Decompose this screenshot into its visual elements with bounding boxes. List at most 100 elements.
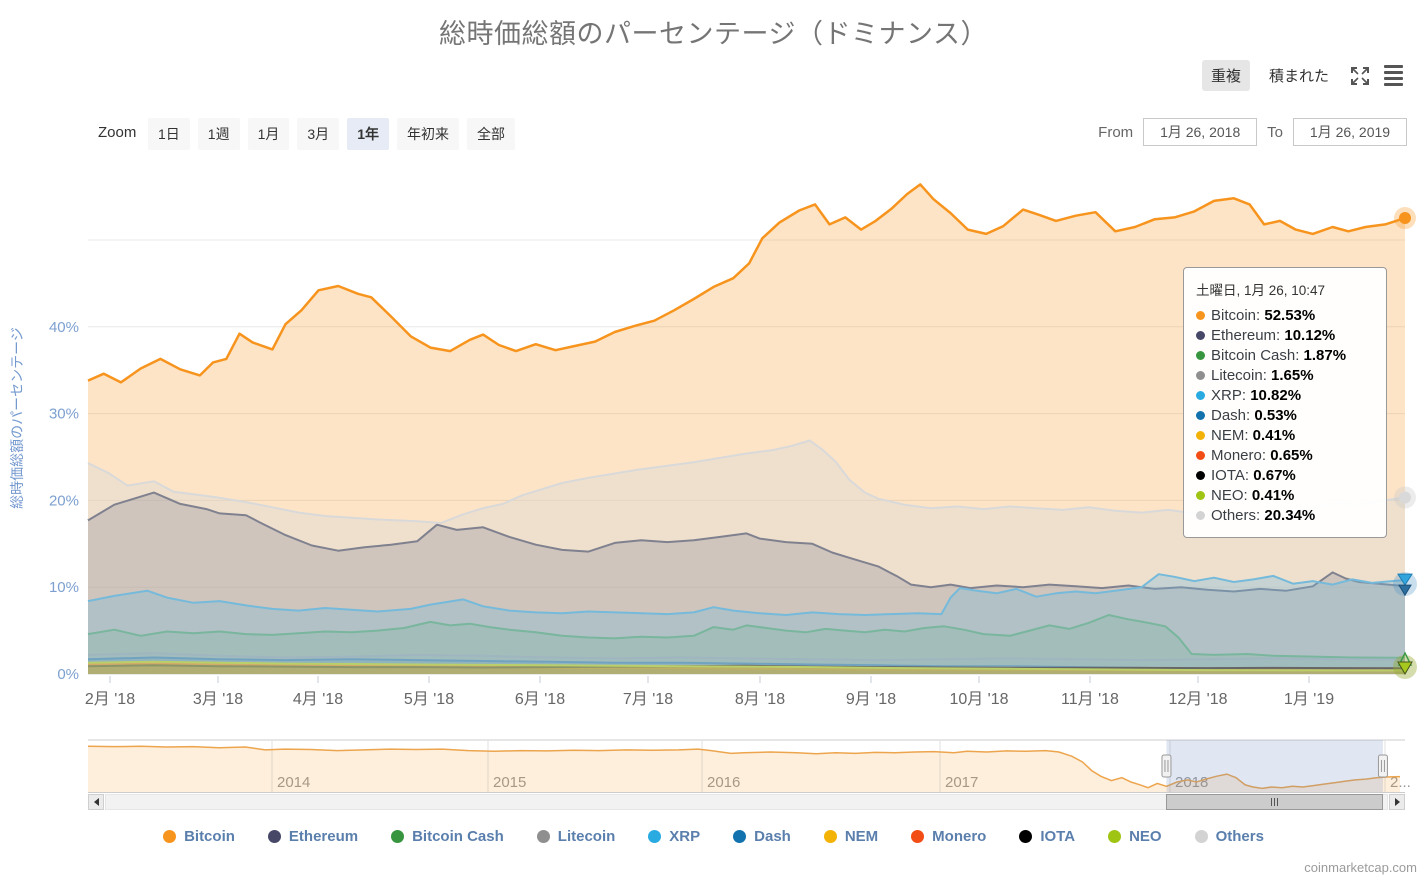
tooltip-row-bitcoin-cash: Bitcoin Cash: 1.87% bbox=[1196, 346, 1374, 366]
series-dot-icon bbox=[1196, 451, 1205, 460]
navigator-year-label: 2... bbox=[1390, 774, 1411, 791]
y-tick-label: 20% bbox=[49, 492, 79, 509]
tooltip-row-nem: NEM: 0.41% bbox=[1196, 426, 1374, 446]
series-dot-icon bbox=[1196, 471, 1205, 480]
overlap-mode-button[interactable]: 重複 bbox=[1201, 60, 1250, 91]
legend: Bitcoin Ethereum Bitcoin Cash Litecoin XRP Da… bbox=[0, 828, 1427, 845]
series-area-ethereum bbox=[88, 492, 1405, 674]
marker-bitcoin bbox=[1399, 212, 1411, 225]
left-arrow-icon bbox=[93, 798, 99, 806]
legend-dot-icon bbox=[1194, 830, 1208, 843]
legend-dot-icon bbox=[163, 830, 177, 843]
legend-dot-icon bbox=[267, 830, 281, 843]
series-area-others bbox=[88, 440, 1405, 674]
watermark: coinmarketcap.com bbox=[1304, 860, 1417, 875]
tooltip-row-others: Others: 20.34% bbox=[1196, 506, 1374, 526]
fullscreen-button[interactable] bbox=[1348, 64, 1372, 88]
legend-item-bitcoin[interactable]: Bitcoin bbox=[163, 828, 235, 845]
range-button-全部[interactable]: 全部 bbox=[466, 118, 515, 150]
chart-menu-button[interactable] bbox=[1382, 63, 1405, 88]
legend-item-nem[interactable]: NEM bbox=[823, 828, 878, 845]
navigator-handle-left[interactable] bbox=[1161, 754, 1172, 778]
legend-item-neo[interactable]: NEO bbox=[1108, 828, 1162, 845]
x-tick-label: 4月 '18 bbox=[293, 691, 343, 708]
zoom-label: Zoom bbox=[98, 124, 137, 141]
navigator-handle-right[interactable] bbox=[1377, 754, 1388, 778]
marker-neo-triangle-down-icon bbox=[1397, 661, 1413, 675]
from-date-input[interactable] bbox=[1143, 118, 1258, 146]
legend-item-monero[interactable]: Monero bbox=[911, 828, 986, 845]
series-line-bitcoin-cash bbox=[87, 614, 1406, 659]
to-date-input[interactable] bbox=[1293, 118, 1407, 146]
range-button-1日[interactable]: 1日 bbox=[148, 118, 190, 150]
x-tick-label: 8月 '18 bbox=[735, 691, 785, 708]
series-line-xrp bbox=[87, 573, 1406, 616]
series-dot-icon bbox=[1196, 511, 1205, 520]
range-button-1週[interactable]: 1週 bbox=[197, 118, 240, 150]
series-area-nem bbox=[88, 662, 1405, 674]
series-dot-icon bbox=[1196, 351, 1205, 360]
y-tick-label: 10% bbox=[49, 579, 79, 596]
x-tick-label: 10月 '18 bbox=[949, 691, 1008, 708]
series-dot-icon bbox=[1196, 331, 1205, 340]
scroll-left-button[interactable] bbox=[88, 794, 104, 810]
navigator-year-label: 2017 bbox=[945, 774, 978, 791]
series-line-neo bbox=[87, 660, 1405, 672]
to-label: To bbox=[1267, 123, 1283, 141]
stacked-mode-button[interactable]: 積まれた bbox=[1259, 60, 1338, 91]
y-tick-label: 0% bbox=[57, 666, 79, 683]
series-dot-icon bbox=[1196, 371, 1205, 380]
legend-dot-icon bbox=[391, 830, 405, 843]
legend-item-ethereum[interactable]: Ethereum bbox=[267, 828, 358, 845]
x-tick-label: 3月 '18 bbox=[193, 691, 243, 708]
tooltip-row-bitcoin: Bitcoin: 52.53% bbox=[1196, 306, 1374, 326]
legend-dot-icon bbox=[1019, 830, 1033, 843]
marker-xrp-triangle-down-icon bbox=[1397, 573, 1413, 587]
navigator-selected-range[interactable] bbox=[1166, 740, 1383, 792]
series-line-ethereum bbox=[87, 491, 1406, 593]
legend-item-others[interactable]: Others bbox=[1194, 828, 1264, 845]
navigator-year-label: 2016 bbox=[707, 774, 740, 791]
navigator-area bbox=[88, 746, 1400, 792]
range-button-1年[interactable]: 1年 bbox=[347, 118, 389, 150]
x-tick-label: 2月 '18 bbox=[85, 691, 135, 708]
range-button-年初来[interactable]: 年初来 bbox=[396, 118, 459, 150]
legend-dot-icon bbox=[823, 830, 837, 843]
range-button-3月[interactable]: 3月 bbox=[297, 118, 340, 150]
scrollbar-thumb[interactable] bbox=[1166, 794, 1383, 810]
navigator-year-label: 2018 bbox=[1175, 774, 1208, 791]
range-button-1月[interactable]: 1月 bbox=[247, 118, 290, 150]
tooltip-row-dash: Dash: 0.53% bbox=[1196, 406, 1374, 426]
navigator-line bbox=[87, 745, 1401, 790]
x-tick-label: 9月 '18 bbox=[846, 691, 896, 708]
series-dot-icon bbox=[1196, 311, 1205, 320]
navigator-scrollbar bbox=[88, 794, 1405, 810]
legend-item-xrp[interactable]: XRP bbox=[648, 828, 700, 845]
tooltip-row-xrp: XRP: 10.82% bbox=[1196, 386, 1374, 406]
y-tick-label: 30% bbox=[49, 406, 79, 423]
legend-item-litecoin[interactable]: Litecoin bbox=[536, 828, 615, 845]
legend-item-iota[interactable]: IOTA bbox=[1019, 828, 1075, 845]
page-title: 総時価総額のパーセンテージ（ドミナンス） bbox=[439, 19, 988, 49]
series-line-litecoin bbox=[87, 652, 1406, 662]
tooltip-row-litecoin: Litecoin: 1.65% bbox=[1196, 366, 1374, 386]
legend-dot-icon bbox=[1108, 830, 1122, 843]
legend-dot-icon bbox=[648, 830, 662, 843]
series-dot-icon bbox=[1196, 431, 1205, 440]
tooltip: 土曜日, 1月 26, 10:47 Bitcoin: 52.53% Ethereu… bbox=[1183, 267, 1387, 538]
date-range: From To bbox=[1098, 118, 1407, 146]
scroll-right-button[interactable] bbox=[1389, 794, 1405, 810]
legend-dot-icon bbox=[536, 830, 550, 843]
mode-toggle: 重複 積まれた bbox=[1201, 60, 1405, 91]
legend-item-bitcoin-cash[interactable]: Bitcoin Cash bbox=[391, 828, 504, 845]
y-tick-label: 40% bbox=[49, 319, 79, 336]
legend-dot-icon bbox=[911, 830, 925, 843]
x-tick-label: 12月 '18 bbox=[1168, 691, 1227, 708]
series-area-xrp bbox=[88, 574, 1405, 674]
scrollbar-track[interactable] bbox=[105, 794, 1388, 810]
menu-icon bbox=[1384, 65, 1403, 86]
tooltip-header: 土曜日, 1月 26, 10:47 bbox=[1196, 283, 1326, 298]
legend-item-dash[interactable]: Dash bbox=[733, 828, 791, 845]
chart-canvas[interactable]: 0% 10% 20% 30% 40% 2月 '18 3月 '18 4月 '18 5月 '18 6月… bbox=[0, 0, 1427, 825]
